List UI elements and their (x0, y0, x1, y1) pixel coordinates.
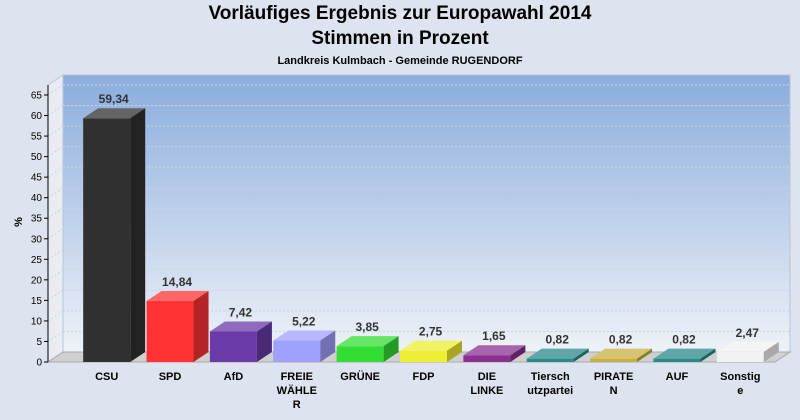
y-axis-label: % (13, 217, 25, 227)
gridline (47, 248, 64, 260)
y-tick-label: 65 (31, 91, 43, 102)
bar-top (83, 108, 146, 119)
gridline (47, 125, 64, 137)
bar-top (590, 348, 653, 359)
bar-front (83, 118, 131, 362)
gridline (47, 187, 64, 199)
plot-side-wall (47, 74, 64, 363)
x-tick-label: Tiersch utzpartei (527, 371, 573, 397)
bar-side (637, 348, 653, 362)
bar-9 (653, 348, 716, 362)
bar-side (763, 341, 779, 362)
bar-0 (83, 108, 146, 362)
x-tick-label: FREIE WÄHLE R (277, 371, 317, 411)
chart-title: Vorläufiges Ergebnis zur Europawahl 2014 (208, 3, 592, 24)
bar-front (146, 301, 194, 362)
y-tick-label: 0 (36, 358, 42, 369)
bar-10 (716, 341, 779, 362)
bar-front (590, 358, 638, 362)
y-tick-label: 40 (31, 193, 43, 204)
gridline (47, 228, 64, 240)
gridline (47, 166, 64, 178)
bar-front (463, 355, 511, 362)
x-tick-label: DIE LINKE (470, 371, 503, 397)
bar-top (463, 345, 526, 356)
bar-front (526, 358, 574, 362)
bar-front (716, 351, 764, 362)
bar-side (700, 348, 716, 362)
bar-side (130, 108, 146, 362)
x-tick-label: AUF (666, 371, 689, 383)
x-tick-label: GRÜNE (340, 370, 380, 383)
x-tick-label: FDP (413, 371, 435, 383)
bar-top (146, 291, 209, 302)
chart-caption: Landkreis Kulmbach - Gemeinde RUGENDORF (277, 55, 523, 67)
y-tick-label: 60 (31, 111, 43, 122)
y-tick-label: 35 (31, 214, 43, 225)
bar-side (193, 291, 209, 362)
bar-6 (463, 345, 526, 362)
bar-top (209, 321, 272, 332)
gridline (47, 207, 64, 219)
y-tick-label: 15 (31, 296, 43, 307)
y-tick-label: 45 (31, 173, 43, 184)
y-tick-label: 30 (31, 234, 43, 245)
bar-side (447, 340, 462, 362)
bar-front (273, 340, 321, 362)
bar-3 (273, 330, 336, 362)
gridline (47, 310, 64, 322)
bar-5 (400, 340, 462, 362)
gridline (47, 105, 64, 116)
bar-4 (336, 336, 399, 362)
bar-front (209, 331, 257, 362)
x-tick-label: PIRATE N (594, 371, 634, 397)
gridline (47, 269, 64, 281)
y-tick-label: 50 (31, 152, 43, 163)
x-tick-label: AfD (224, 371, 244, 383)
gridline (47, 331, 64, 342)
data-label: 3,85 (355, 320, 379, 334)
bar-top (336, 336, 399, 347)
gridline (47, 289, 64, 301)
bar-side (320, 330, 336, 362)
data-label: 0,82 (609, 333, 633, 347)
y-tick-label: 25 (31, 255, 43, 266)
data-label: 0,82 (672, 333, 696, 347)
bar-front (400, 350, 447, 362)
data-label: 1,65 (482, 329, 506, 343)
bar-7 (526, 348, 589, 362)
data-label: 0,82 (546, 333, 570, 347)
y-tick-label: 55 (31, 132, 43, 143)
data-label: 5,22 (292, 315, 316, 329)
data-label: 7,42 (229, 306, 253, 320)
bar-top (716, 341, 779, 352)
data-label: 2,75 (419, 325, 443, 339)
data-label: 59,34 (99, 92, 129, 106)
bar-1 (146, 291, 209, 362)
gridline (47, 84, 64, 96)
bar-side (510, 345, 526, 362)
bar-top (653, 348, 716, 359)
y-tick-label: 10 (31, 316, 43, 327)
y-tick-label: 20 (31, 275, 43, 286)
data-label: 14,84 (162, 275, 192, 289)
bar-top (400, 340, 462, 351)
bar-top (273, 330, 336, 341)
y-tick-label: 5 (36, 337, 42, 348)
bar-side (383, 336, 399, 362)
x-tick-label: CSU (95, 371, 118, 383)
data-label: 2,47 (736, 326, 760, 340)
bar-side (256, 321, 272, 362)
chart-subtitle: Stimmen in Prozent (311, 28, 489, 49)
x-tick-label: Sonstig e (720, 371, 760, 397)
bar-front (336, 346, 384, 362)
bar-front (653, 358, 701, 362)
bar-top (526, 348, 589, 359)
x-tick-label: SPD (159, 371, 182, 383)
bar-side (573, 348, 589, 362)
bar-8 (590, 348, 653, 362)
bar-2 (209, 321, 272, 362)
gridline (47, 146, 64, 158)
